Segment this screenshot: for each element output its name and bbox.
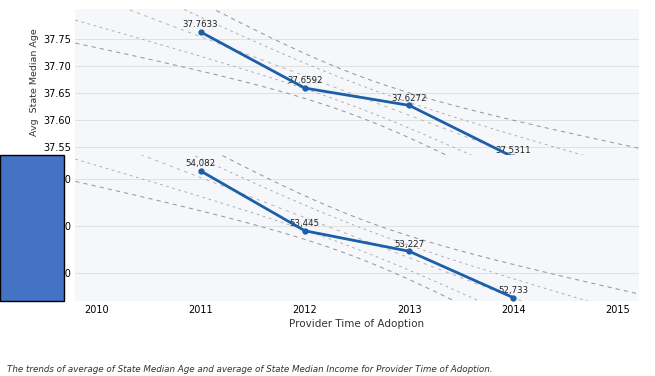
Text: The trends of average of State Median Age and average of State Median Income for: The trends of average of State Median Ag… — [7, 365, 492, 374]
Text: 37.6272: 37.6272 — [391, 94, 427, 103]
Text: 37.6592: 37.6592 — [287, 76, 322, 85]
Y-axis label: Avg  State Median Income: Avg State Median Income — [24, 166, 33, 290]
Text: 54,082: 54,082 — [185, 159, 215, 168]
Text: 37.7633: 37.7633 — [183, 20, 218, 29]
Text: 53,445: 53,445 — [290, 219, 320, 228]
Y-axis label: Avg  State Median Age: Avg State Median Age — [30, 28, 39, 136]
X-axis label: Provider Time of Adoption: Provider Time of Adoption — [290, 319, 424, 329]
Text: 37.5311: 37.5311 — [496, 146, 531, 155]
Text: 52,733: 52,733 — [498, 286, 529, 295]
Text: 53,227: 53,227 — [394, 240, 424, 249]
